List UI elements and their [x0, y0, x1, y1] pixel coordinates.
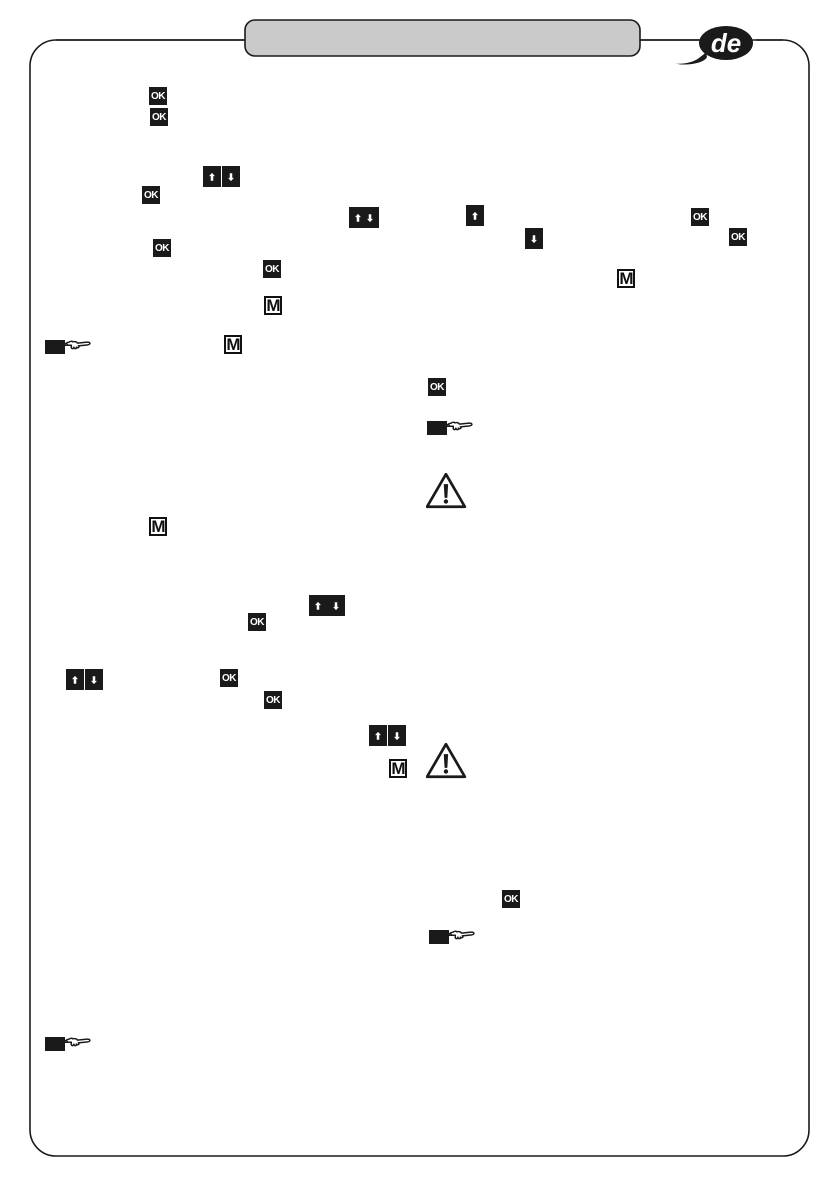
svg-text:de: de	[711, 28, 741, 58]
